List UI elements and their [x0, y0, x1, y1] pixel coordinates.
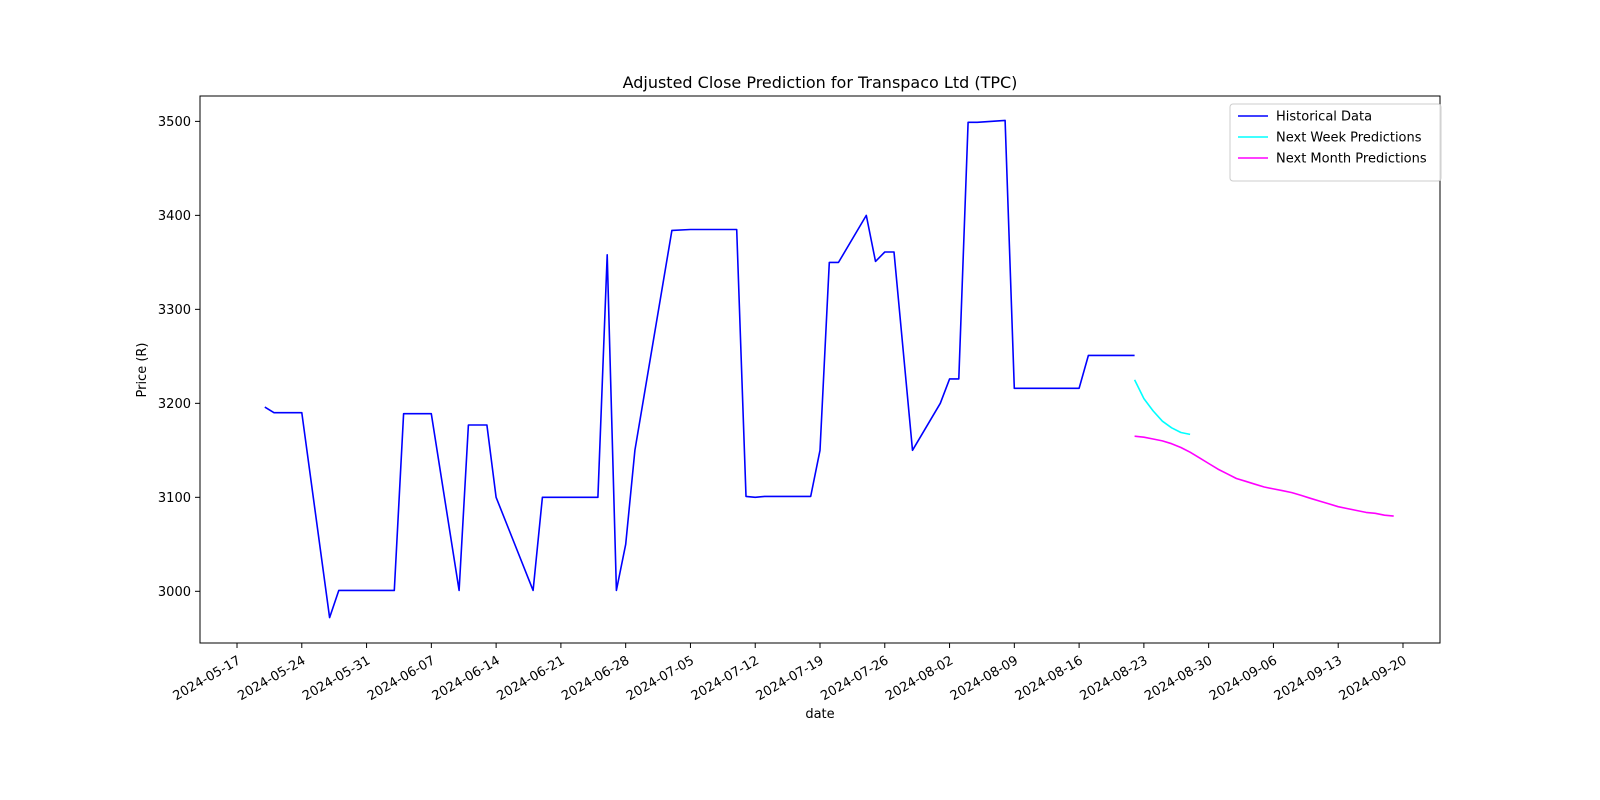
x-tick-label: 2024-06-21	[495, 653, 568, 704]
y-tick-label: 3400	[158, 209, 191, 224]
plot-area	[264, 119, 1394, 619]
y-tick-label: 3000	[158, 585, 191, 600]
legend-label-2: Next Week Predictions	[1276, 131, 1422, 146]
x-tick-label: 2024-09-06	[1207, 653, 1280, 704]
x-tick-label: 2024-08-30	[1142, 653, 1215, 704]
y-tick-label: 3500	[158, 115, 191, 130]
x-tick-label: 2024-07-12	[689, 653, 762, 704]
x-tick-label: 2024-06-07	[365, 653, 438, 704]
x-tick-label: 2024-08-02	[883, 653, 956, 704]
series-line-3	[1134, 435, 1394, 517]
x-axis-label: date	[805, 707, 834, 722]
y-tick-label: 3300	[158, 303, 191, 318]
series-line-2	[1133, 379, 1191, 436]
x-tick-label: 2024-08-16	[1013, 653, 1086, 704]
legend: Historical Data Next Week Predictions Next…	[1229, 103, 1442, 182]
x-axis: 2024-05-172024-05-242024-05-312024-06-07…	[171, 643, 1410, 704]
x-tick-label: 2024-07-05	[624, 653, 697, 704]
legend-label-1: Historical Data	[1276, 110, 1372, 125]
legend-label-3: Next Month Predictions	[1276, 152, 1427, 167]
x-tick-label: 2024-07-26	[818, 653, 891, 704]
series-line-1	[264, 119, 1135, 619]
y-tick-label: 3100	[158, 491, 191, 506]
x-tick-label: 2024-05-24	[235, 653, 308, 704]
y-axis-label: Price (R)	[135, 342, 150, 397]
x-tick-label: 2024-09-20	[1337, 653, 1410, 704]
x-tick-label: 2024-05-17	[171, 653, 244, 704]
x-tick-label: 2024-05-31	[300, 653, 373, 704]
x-tick-label: 2024-07-19	[754, 653, 827, 704]
x-tick-label: 2024-09-13	[1272, 653, 1345, 704]
chart-title: Adjusted Close Prediction for Transpaco …	[623, 73, 1018, 92]
x-tick-label: 2024-08-23	[1077, 653, 1150, 704]
x-tick-label: 2024-08-09	[948, 653, 1021, 704]
legend-box	[1229, 103, 1442, 182]
y-tick-label: 3200	[158, 397, 191, 412]
y-axis: 3000 3100 3200 3300 3400 3500	[158, 115, 200, 600]
x-tick-label: 2024-06-14	[430, 653, 503, 704]
x-tick-label: 2024-06-28	[559, 653, 632, 704]
